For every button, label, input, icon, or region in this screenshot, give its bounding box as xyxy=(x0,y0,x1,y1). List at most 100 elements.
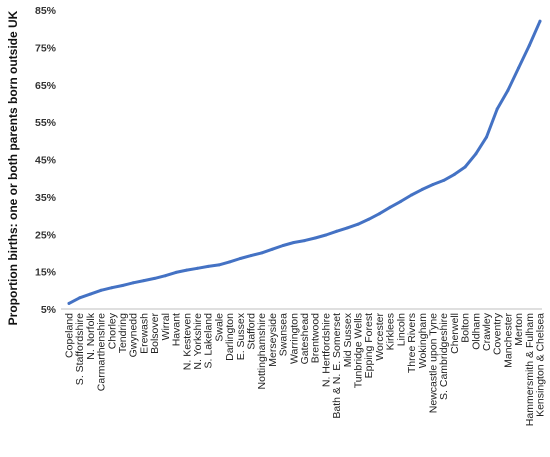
data-point xyxy=(367,217,371,221)
data-point xyxy=(399,199,403,203)
x-tick-label: Gateshead xyxy=(299,313,311,365)
x-tick-label: Swansea xyxy=(278,313,290,356)
series-group xyxy=(67,19,542,305)
data-point xyxy=(206,264,210,268)
x-tick-label: Tendring xyxy=(117,313,129,353)
x-tick-label: N. Kesteven xyxy=(181,313,193,370)
data-point xyxy=(217,263,221,267)
x-tick-label: Swale xyxy=(213,313,225,342)
y-tick-label: 15% xyxy=(35,267,57,279)
data-point xyxy=(335,229,339,233)
data-point xyxy=(78,296,82,300)
x-tick-label: Bolsover xyxy=(149,313,161,354)
x-tick-label: Nottinghamshire xyxy=(256,313,268,390)
x-tick-label: N. Hertfordshire xyxy=(320,313,332,387)
y-axis-ticks: 5% 15% 25% 35% 45% 55% 65% 75% 85% xyxy=(35,5,57,316)
x-tick-label: Worcester xyxy=(374,313,386,361)
data-point xyxy=(185,268,189,272)
x-tick-label: Chorley xyxy=(106,312,118,349)
data-point xyxy=(538,19,542,23)
x-tick-label: Newcastle upon Tyne xyxy=(427,313,439,413)
data-point xyxy=(99,288,103,292)
data-point xyxy=(474,152,478,156)
data-point xyxy=(506,88,510,92)
data-point xyxy=(324,233,328,237)
x-tick-label: Kensington & Chelsea xyxy=(535,313,547,417)
x-tick-label: Brentwood xyxy=(310,313,322,363)
x-tick-label: Bath & N. E. Somerset xyxy=(331,313,343,419)
data-point xyxy=(463,165,467,169)
y-tick-label: 25% xyxy=(35,229,57,241)
data-point xyxy=(313,236,317,240)
x-tick-label: Coventry xyxy=(492,312,504,355)
data-point xyxy=(228,260,232,264)
x-tick-label: Darlington xyxy=(224,313,236,361)
x-tick-label: Kirklees xyxy=(385,313,397,350)
data-point xyxy=(153,276,157,280)
x-tick-label: N. Yorkshire xyxy=(192,313,204,370)
y-tick-label: 55% xyxy=(35,117,57,129)
x-tick-label: S. Cambridgeshire xyxy=(438,313,450,400)
y-tick-label: 45% xyxy=(35,155,57,167)
series-line xyxy=(67,19,542,305)
x-tick-label: S. Lakeland xyxy=(203,313,215,369)
data-point xyxy=(431,183,435,186)
data-point xyxy=(131,281,135,285)
data-point xyxy=(303,239,306,243)
x-tick-label: Erewash xyxy=(138,313,150,354)
y-tick-label: 5% xyxy=(41,304,57,316)
data-point xyxy=(495,107,499,111)
y-tick-label: 65% xyxy=(35,80,57,92)
x-tick-label: Crawley xyxy=(481,312,493,351)
y-tick-label: 75% xyxy=(35,42,57,54)
data-point xyxy=(196,266,199,270)
data-point xyxy=(356,222,360,226)
data-point xyxy=(142,279,146,283)
x-tick-label: Merton xyxy=(513,313,525,346)
x-tick-label: Lincoln xyxy=(395,313,407,346)
data-point xyxy=(388,205,392,209)
x-tick-label: Cherwell xyxy=(449,313,461,354)
x-tick-label: E. Sussex xyxy=(235,312,247,360)
data-point xyxy=(517,66,521,70)
data-point xyxy=(485,135,488,139)
x-tick-label: Copeland xyxy=(64,313,76,358)
x-tick-label: Havant xyxy=(171,313,183,346)
x-tick-label: Epping Forest xyxy=(363,313,375,378)
x-tick-label: N. Norfolk xyxy=(85,312,97,359)
data-point xyxy=(174,270,178,274)
x-tick-label: Mid Sussex xyxy=(342,312,354,367)
data-point xyxy=(442,178,446,182)
x-tick-label: Merseyside xyxy=(267,313,279,367)
data-point xyxy=(67,301,71,305)
x-tick-label: Gwynedd xyxy=(128,313,140,358)
data-point xyxy=(377,212,381,216)
data-point xyxy=(527,44,531,47)
data-point xyxy=(281,244,285,247)
y-tick-label: 85% xyxy=(35,5,57,17)
data-point xyxy=(163,274,167,278)
data-point xyxy=(292,241,296,244)
data-point xyxy=(410,193,413,197)
data-point xyxy=(452,172,456,176)
data-point xyxy=(249,254,253,258)
data-point xyxy=(420,187,424,191)
x-tick-label: Stafford xyxy=(245,313,257,350)
x-tick-label: Warrington xyxy=(288,313,300,364)
x-tick-label: Bolton xyxy=(460,313,472,343)
data-point xyxy=(121,284,124,287)
x-tick-label: S. Staffordshire xyxy=(74,313,86,385)
x-tick-label: Manchester xyxy=(502,312,514,367)
x-tick-label: Oldham xyxy=(470,313,482,350)
data-point xyxy=(345,226,349,230)
x-tick-label: Hammersmith & Fulham xyxy=(524,313,536,426)
data-point xyxy=(88,292,92,296)
data-point xyxy=(270,247,274,251)
x-tick-label: Tunbridge Wells xyxy=(353,313,365,388)
x-tick-label: Carmarthenshire xyxy=(96,313,108,391)
data-point xyxy=(238,257,242,260)
y-tick-label: 35% xyxy=(35,192,57,204)
y-axis-label: Proportion births: one or both parents b… xyxy=(6,10,20,325)
